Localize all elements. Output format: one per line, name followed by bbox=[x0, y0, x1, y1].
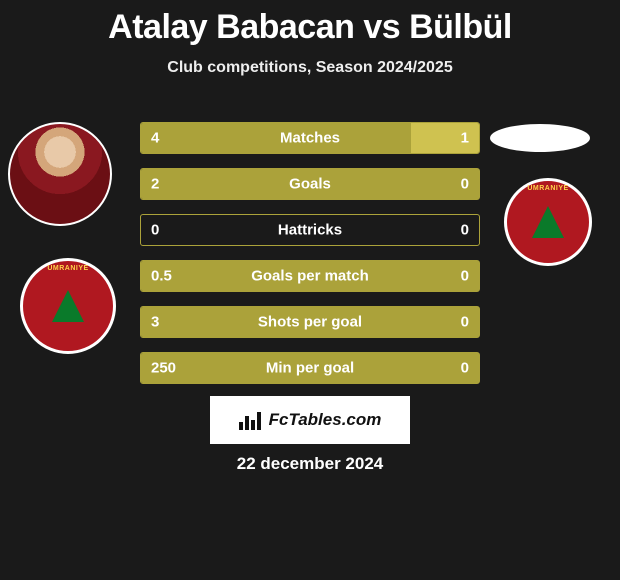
club-left-name: UMRANIYE bbox=[23, 265, 113, 272]
stat-value-left: 3 bbox=[151, 314, 159, 331]
stat-label: Shots per goal bbox=[258, 314, 362, 331]
stat-row: 2 0 Goals bbox=[140, 168, 480, 200]
player-left-photo bbox=[8, 122, 112, 226]
stat-value-right: 0 bbox=[461, 222, 469, 239]
tree-icon bbox=[532, 206, 564, 238]
stat-label: Matches bbox=[280, 130, 340, 147]
stat-label: Hattricks bbox=[278, 222, 342, 239]
stat-label: Min per goal bbox=[266, 360, 354, 377]
watermark-text: FcTables.com bbox=[269, 410, 382, 430]
stat-value-right: 0 bbox=[461, 268, 469, 285]
stat-value-left: 0.5 bbox=[151, 268, 172, 285]
watermark-chart-icon bbox=[239, 410, 263, 430]
stat-row: 250 0 Min per goal bbox=[140, 352, 480, 384]
club-left-badge: UMRANIYE bbox=[20, 258, 116, 354]
stat-value-left: 0 bbox=[151, 222, 159, 239]
stat-row: 0.5 0 Goals per match bbox=[140, 260, 480, 292]
stat-value-right: 0 bbox=[461, 360, 469, 377]
stat-value-right: 1 bbox=[461, 130, 469, 147]
date-label: 22 december 2024 bbox=[237, 454, 384, 474]
subtitle: Club competitions, Season 2024/2025 bbox=[0, 59, 620, 77]
bar-left bbox=[141, 123, 411, 153]
stat-label: Goals per match bbox=[251, 268, 369, 285]
stat-value-right: 0 bbox=[461, 314, 469, 331]
stat-value-left: 4 bbox=[151, 130, 159, 147]
tree-icon bbox=[52, 290, 84, 322]
watermark: FcTables.com bbox=[210, 396, 410, 444]
player-right-photo bbox=[490, 124, 590, 152]
comparison-chart: 4 1 Matches 2 0 Goals 0 0 Hattricks 0.5 0 Goals per… bbox=[140, 122, 480, 398]
stat-value-left: 2 bbox=[151, 176, 159, 193]
stat-label: Goals bbox=[289, 176, 331, 193]
stat-value-right: 0 bbox=[461, 176, 469, 193]
club-right-badge: UMRANIYE bbox=[504, 178, 592, 266]
stat-row: 0 0 Hattricks bbox=[140, 214, 480, 246]
stat-row: 4 1 Matches bbox=[140, 122, 480, 154]
stat-value-left: 250 bbox=[151, 360, 176, 377]
club-right-name: UMRANIYE bbox=[507, 185, 589, 192]
page-title: Atalay Babacan vs Bülbül bbox=[0, 0, 620, 47]
stat-row: 3 0 Shots per goal bbox=[140, 306, 480, 338]
